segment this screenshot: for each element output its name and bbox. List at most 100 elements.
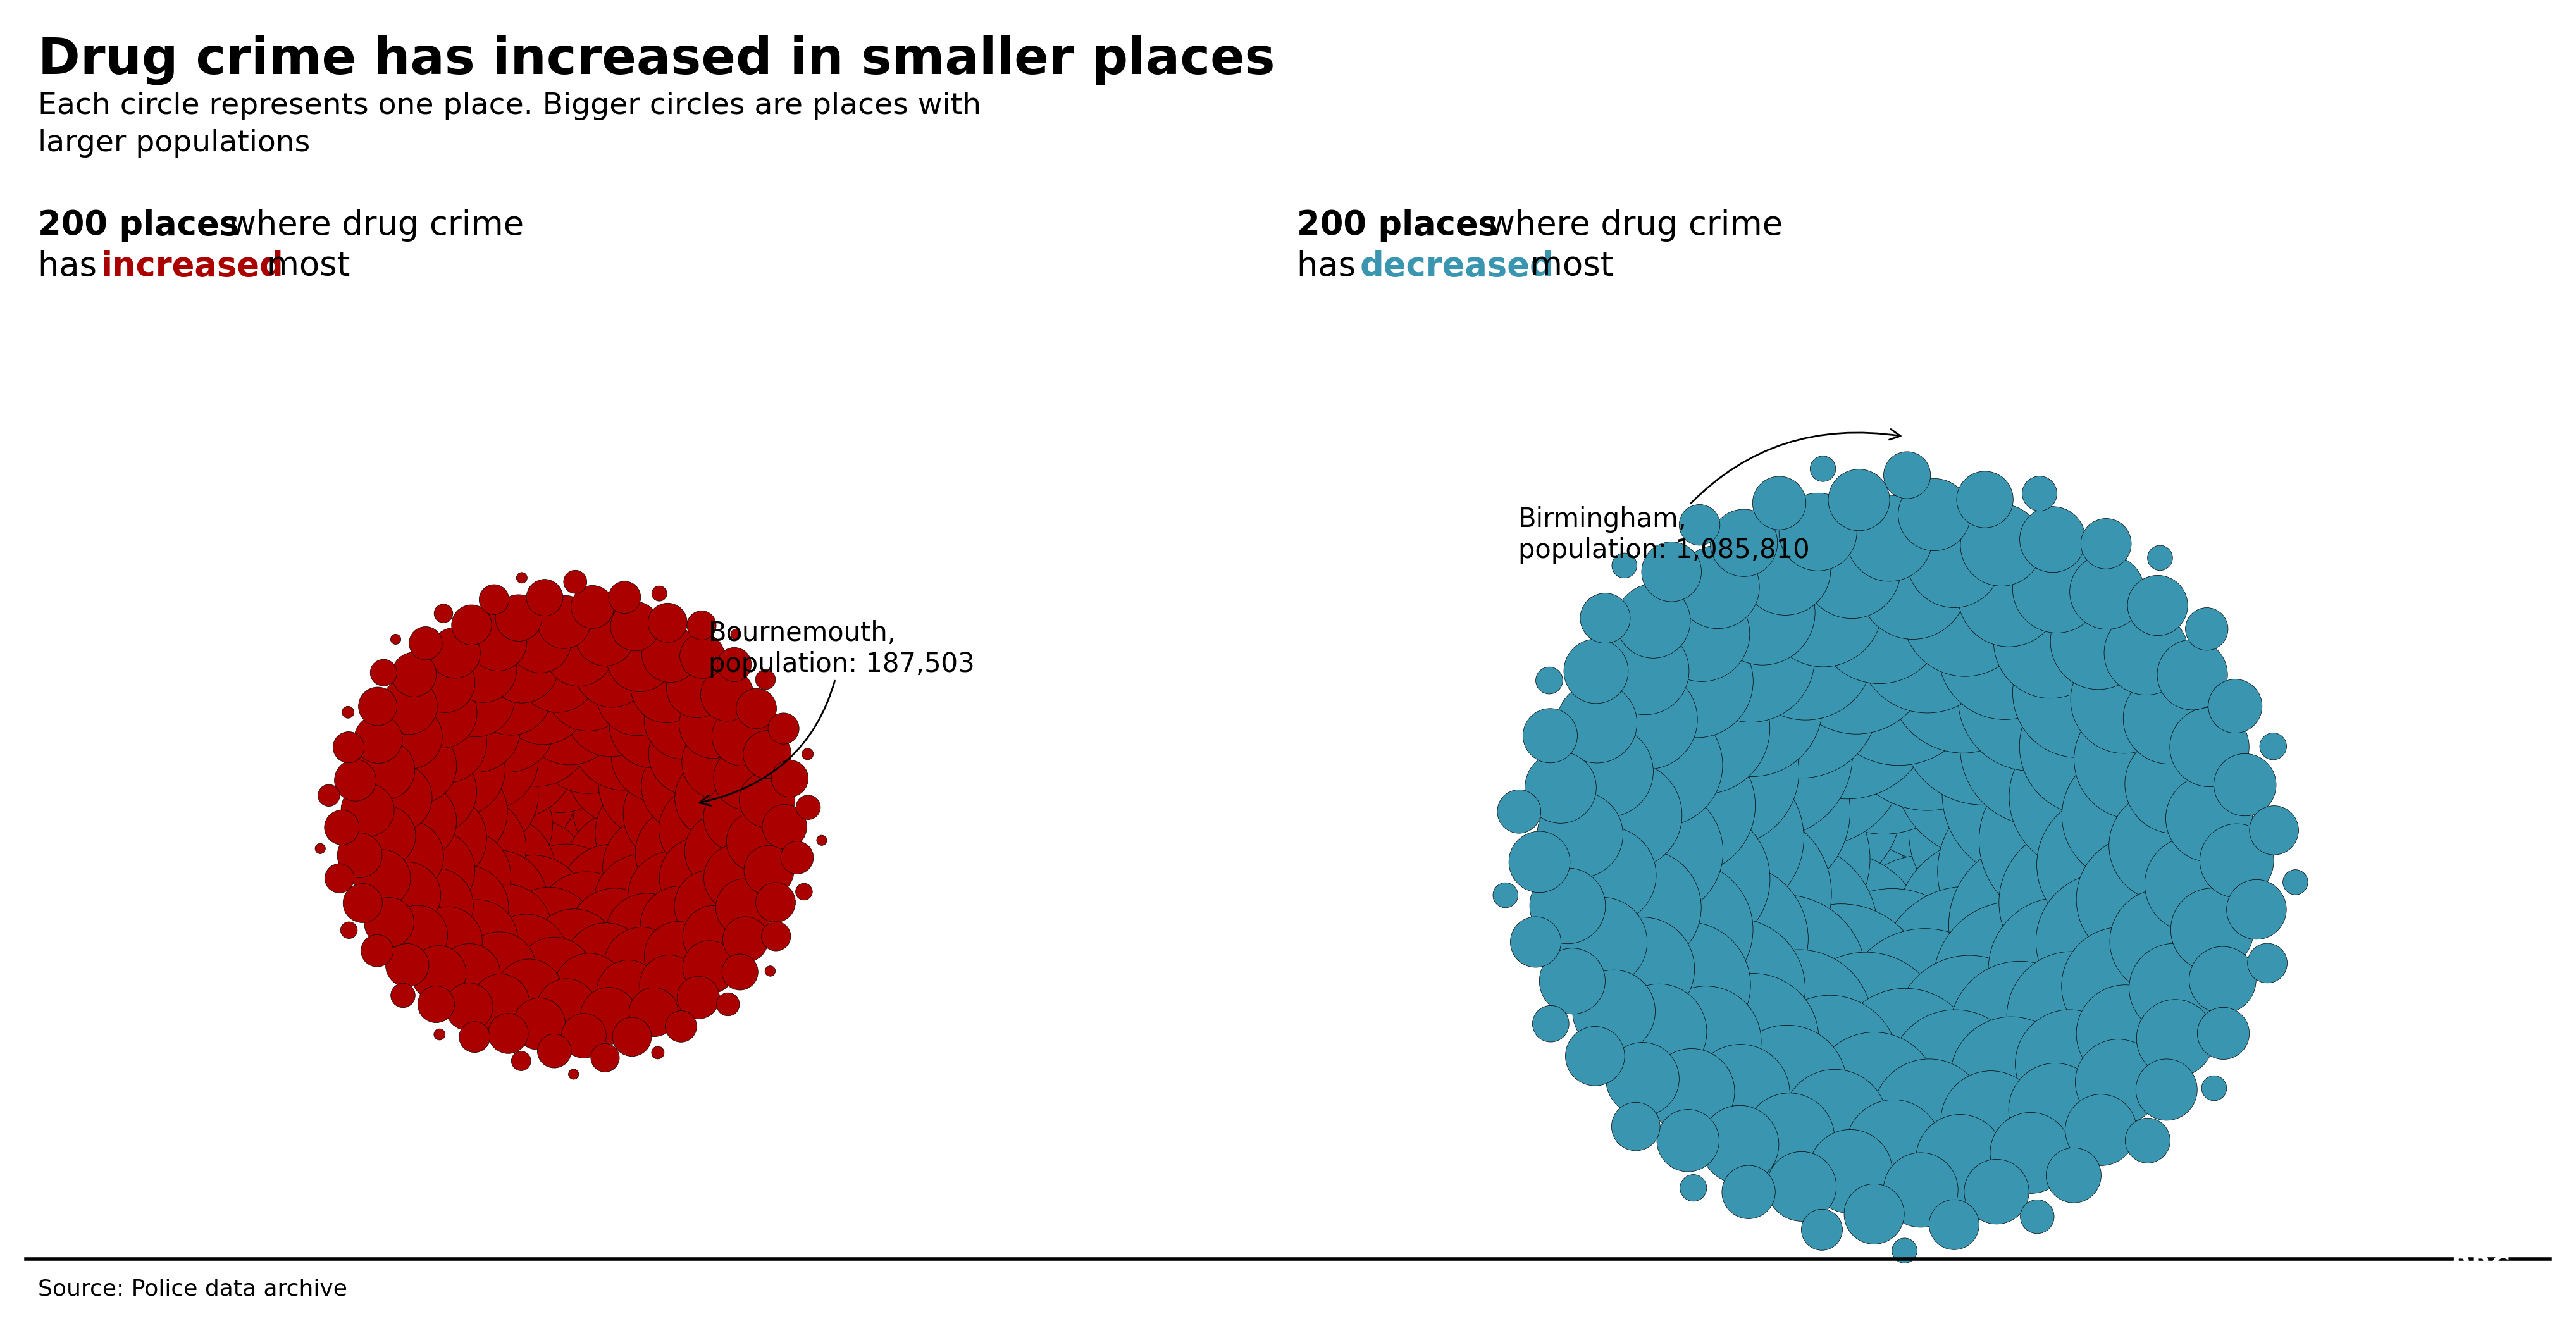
Circle shape bbox=[1837, 854, 2014, 1032]
Circle shape bbox=[1690, 1044, 1790, 1144]
Circle shape bbox=[675, 757, 755, 838]
Circle shape bbox=[1558, 826, 1656, 924]
Circle shape bbox=[1958, 627, 2102, 770]
Circle shape bbox=[438, 768, 554, 882]
Circle shape bbox=[438, 709, 538, 810]
Circle shape bbox=[1597, 670, 1698, 769]
Circle shape bbox=[1929, 1200, 1978, 1249]
Circle shape bbox=[497, 749, 641, 896]
Circle shape bbox=[353, 849, 410, 906]
Circle shape bbox=[422, 796, 526, 900]
Circle shape bbox=[1917, 1114, 2004, 1202]
Circle shape bbox=[744, 730, 791, 778]
Circle shape bbox=[479, 856, 587, 961]
Circle shape bbox=[531, 708, 657, 834]
Circle shape bbox=[1808, 1129, 1893, 1213]
Circle shape bbox=[1847, 685, 2025, 861]
Circle shape bbox=[446, 816, 556, 925]
Circle shape bbox=[407, 677, 477, 748]
Circle shape bbox=[2249, 805, 2298, 854]
Circle shape bbox=[363, 764, 433, 832]
Circle shape bbox=[438, 900, 518, 980]
Circle shape bbox=[343, 884, 381, 922]
Circle shape bbox=[1723, 716, 1901, 893]
Circle shape bbox=[574, 632, 649, 708]
Circle shape bbox=[433, 685, 520, 772]
Circle shape bbox=[817, 836, 827, 845]
Circle shape bbox=[404, 702, 487, 782]
Circle shape bbox=[592, 854, 693, 952]
Circle shape bbox=[502, 694, 618, 813]
Circle shape bbox=[513, 1052, 531, 1070]
Circle shape bbox=[590, 1044, 618, 1072]
Circle shape bbox=[1728, 1025, 1847, 1145]
Circle shape bbox=[520, 665, 621, 765]
Circle shape bbox=[1538, 792, 1623, 877]
Circle shape bbox=[768, 713, 799, 744]
Circle shape bbox=[641, 625, 698, 682]
Circle shape bbox=[1533, 1005, 1569, 1042]
Circle shape bbox=[381, 678, 438, 734]
Circle shape bbox=[1723, 624, 1878, 778]
Circle shape bbox=[1896, 956, 2043, 1104]
Circle shape bbox=[652, 587, 667, 601]
Circle shape bbox=[2110, 889, 2215, 993]
Circle shape bbox=[381, 729, 456, 804]
Circle shape bbox=[1687, 973, 1819, 1105]
Circle shape bbox=[1811, 456, 1837, 481]
Circle shape bbox=[1654, 585, 1749, 681]
Circle shape bbox=[433, 1029, 446, 1040]
Circle shape bbox=[562, 1013, 605, 1058]
Circle shape bbox=[1873, 1058, 1986, 1173]
Circle shape bbox=[1829, 469, 1891, 531]
Circle shape bbox=[314, 844, 325, 853]
Circle shape bbox=[379, 705, 443, 769]
Circle shape bbox=[636, 806, 726, 900]
Circle shape bbox=[533, 684, 644, 793]
Circle shape bbox=[1844, 1100, 1942, 1196]
Circle shape bbox=[1574, 761, 1682, 869]
Circle shape bbox=[531, 909, 618, 997]
Circle shape bbox=[495, 958, 564, 1026]
Circle shape bbox=[1682, 636, 1821, 777]
Circle shape bbox=[394, 750, 477, 833]
Circle shape bbox=[1783, 588, 1929, 734]
Circle shape bbox=[1584, 849, 1700, 966]
Circle shape bbox=[711, 706, 770, 765]
Circle shape bbox=[716, 648, 752, 681]
Circle shape bbox=[2136, 1058, 2197, 1120]
Circle shape bbox=[536, 872, 636, 973]
Circle shape bbox=[680, 690, 747, 758]
Circle shape bbox=[559, 844, 667, 953]
Circle shape bbox=[2184, 608, 2228, 651]
Text: BBC: BBC bbox=[2450, 1254, 2512, 1281]
Circle shape bbox=[2226, 880, 2287, 940]
Text: Each circle represents one place. Bigger circles are places with
larger populati: Each circle represents one place. Bigger… bbox=[39, 92, 981, 157]
Circle shape bbox=[1958, 472, 2014, 528]
Circle shape bbox=[412, 906, 482, 976]
Circle shape bbox=[1989, 897, 2133, 1042]
Circle shape bbox=[412, 764, 507, 860]
Circle shape bbox=[2202, 1076, 2226, 1101]
Circle shape bbox=[317, 785, 340, 806]
Circle shape bbox=[353, 714, 402, 764]
Text: decreased: decreased bbox=[1360, 249, 1553, 283]
Circle shape bbox=[2035, 873, 2172, 1010]
Circle shape bbox=[732, 629, 742, 640]
Circle shape bbox=[1564, 639, 1628, 704]
Circle shape bbox=[469, 653, 551, 736]
Circle shape bbox=[683, 725, 757, 800]
Circle shape bbox=[1680, 504, 1721, 545]
Circle shape bbox=[371, 820, 443, 893]
Circle shape bbox=[1649, 1049, 1734, 1134]
Circle shape bbox=[1656, 1109, 1718, 1172]
Circle shape bbox=[2125, 1118, 2169, 1164]
Circle shape bbox=[1960, 669, 2117, 825]
Circle shape bbox=[479, 585, 510, 615]
Circle shape bbox=[386, 944, 430, 986]
Text: has: has bbox=[1296, 249, 1365, 283]
Circle shape bbox=[629, 852, 719, 941]
Circle shape bbox=[675, 870, 747, 942]
Circle shape bbox=[1834, 988, 1976, 1130]
Circle shape bbox=[1878, 886, 2056, 1062]
